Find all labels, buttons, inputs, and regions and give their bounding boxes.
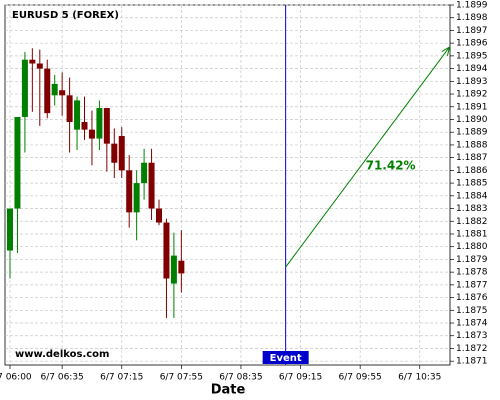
- y-tick-label: 1.1892: [456, 90, 488, 100]
- y-tick-label: 1.1896: [456, 39, 488, 49]
- y-tick-label: 1.1897: [456, 26, 488, 36]
- arrow-head: [441, 45, 451, 56]
- x-tick-label: 6/7 09:15: [279, 373, 322, 383]
- y-tick-label: 1.1879: [456, 255, 488, 265]
- x-tick-label: 6/7 07:55: [160, 373, 203, 383]
- candle-body: [88, 129, 95, 139]
- x-tick-label: 6/7 07:15: [100, 373, 143, 383]
- y-tick-label: 1.1876: [456, 293, 488, 303]
- candle-body: [96, 108, 103, 139]
- y-tick-label: 1.1898: [456, 13, 488, 23]
- candle-body: [148, 162, 155, 209]
- y-tick-label: 1.1878: [456, 268, 488, 278]
- candle-body: [163, 222, 170, 279]
- candle-body: [111, 143, 118, 163]
- y-tick-label: 1.1877: [456, 280, 488, 290]
- y-tick-label: 1.1899: [456, 1, 488, 11]
- y-tick-label: 1.1888: [456, 140, 488, 150]
- y-tick-label: 1.1882: [456, 217, 488, 227]
- candle-body: [133, 183, 140, 213]
- grid: [5, 4, 450, 365]
- candle-body: [21, 59, 28, 117]
- arrow-label: 71.42%: [366, 159, 416, 173]
- x-axis-label: Date: [211, 383, 246, 398]
- candle-body: [74, 100, 81, 130]
- candle-body: [7, 208, 13, 251]
- candle-body: [81, 122, 88, 130]
- y-tick-label: 1.1883: [456, 204, 488, 214]
- candle-body: [44, 68, 51, 114]
- candle-body: [14, 116, 21, 209]
- candle-body: [178, 260, 185, 274]
- y-tick-label: 1.1889: [456, 128, 488, 138]
- y-tick-label: 1.1891: [456, 102, 488, 112]
- y-tick-label: 1.1893: [456, 77, 488, 87]
- candle-body: [36, 63, 43, 69]
- chart-title: EURUSD 5 (FOREX): [12, 10, 119, 21]
- y-tick-label: 1.1881: [456, 229, 488, 239]
- event-label: Event: [270, 353, 302, 364]
- plot-frame: [4, 4, 451, 366]
- candle-body: [126, 170, 133, 213]
- y-tick-label: 1.1874: [456, 319, 488, 329]
- candle-body: [141, 162, 148, 184]
- y-tick-label: 1.1894: [456, 64, 488, 74]
- x-tick-label: 6/7 10:35: [398, 373, 441, 383]
- candle-body: [103, 108, 110, 144]
- candle-body: [29, 59, 36, 64]
- y-tick-label: 1.1890: [456, 115, 488, 125]
- marks: [7, 48, 185, 318]
- y-tick-label: 1.1872: [456, 344, 488, 354]
- candle-body: [170, 255, 177, 284]
- watermark: www.delkos.com: [15, 349, 109, 360]
- forecast-arrow: [285, 46, 450, 268]
- candle-body: [156, 208, 162, 223]
- x-tick-label: 6/7 09:55: [339, 373, 382, 383]
- x-tick-label: 6/7 08:35: [219, 373, 262, 383]
- y-tick-label: 1.1886: [456, 166, 488, 176]
- y-tick-label: 1.1887: [456, 153, 488, 163]
- y-tick-label: 1.1871: [456, 357, 488, 367]
- x-tick-label: 6/7 06:00: [0, 373, 32, 383]
- y-tick-label: 1.1885: [456, 179, 488, 189]
- candle-body: [59, 90, 66, 96]
- y-tick-label: 1.1880: [456, 242, 488, 252]
- candle-body: [118, 136, 125, 171]
- y-tick-label: 1.1873: [456, 331, 488, 341]
- x-tick-label: 6/7 06:35: [41, 373, 84, 383]
- y-tick-label: 1.1895: [456, 51, 488, 61]
- event-label-box: [262, 351, 309, 364]
- candle-body: [66, 95, 73, 123]
- candle-body: [51, 83, 58, 96]
- y-tick-label: 1.1884: [456, 191, 488, 201]
- y-tick-label: 1.1875: [456, 306, 488, 316]
